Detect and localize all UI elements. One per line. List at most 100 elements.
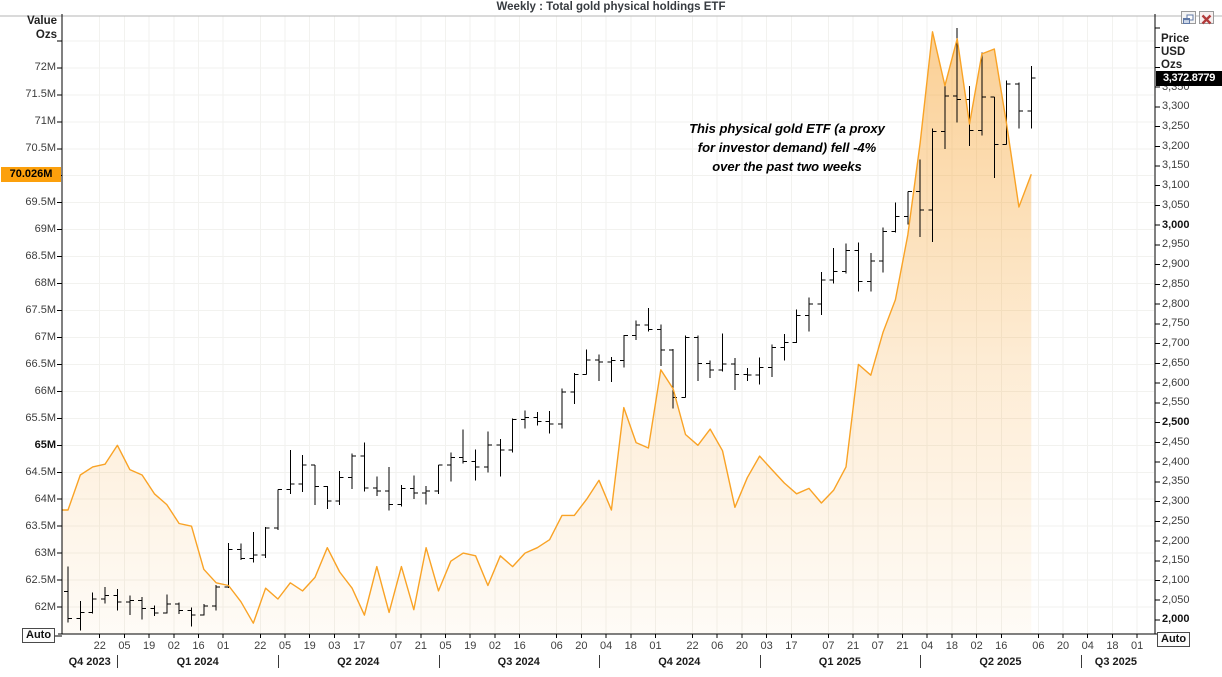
date-tick-label: 20 bbox=[1056, 640, 1070, 652]
left-axis-tick-label: 63.5M bbox=[25, 519, 56, 532]
date-tick-label: 16 bbox=[513, 640, 526, 652]
date-tick-label: 01 bbox=[649, 640, 662, 652]
left-axis-tick-label: 69.5M bbox=[25, 196, 56, 209]
date-tick-label: 16 bbox=[192, 640, 205, 652]
date-tick-label: 20 bbox=[575, 640, 588, 652]
right-axis-title-line2: USD bbox=[1161, 46, 1186, 58]
date-tick-label: 03 bbox=[328, 640, 341, 652]
date-tick-label: 19 bbox=[303, 640, 316, 652]
left-axis-tick-label: 65.5M bbox=[25, 411, 56, 424]
quarter-label: Q1 2025 bbox=[818, 656, 861, 668]
quarter-label: Q4 2024 bbox=[658, 656, 701, 668]
close-window-icon[interactable] bbox=[1199, 11, 1214, 25]
date-tick-label: 02 bbox=[970, 640, 983, 652]
date-tick-label: 18 bbox=[1106, 640, 1119, 652]
date-tick-label: 05 bbox=[278, 640, 292, 652]
quarter-label: Q2 2024 bbox=[337, 656, 380, 668]
left-axis-tick-label: 68M bbox=[34, 277, 56, 290]
left-axis-auto-button[interactable]: Auto bbox=[22, 628, 56, 643]
annotation-line3: over the past two weeks bbox=[712, 159, 862, 174]
left-axis-tick-label: 71.5M bbox=[25, 88, 56, 101]
quarter-label: Q2 2025 bbox=[979, 656, 1022, 668]
left-axis-tick-label: 64.5M bbox=[25, 465, 56, 478]
right-axis-tick-label: 2,500 bbox=[1162, 416, 1190, 429]
date-tick-label: 02 bbox=[488, 640, 502, 652]
right-axis-tick-label: 2,150 bbox=[1162, 554, 1190, 567]
quarter-label: Q3 2025 bbox=[1094, 656, 1137, 668]
date-tick-label: 21 bbox=[846, 640, 860, 652]
restore-window-icon[interactable] bbox=[1181, 11, 1196, 24]
holdings-line bbox=[62, 31, 1032, 624]
right-axis-tick-label: 2,450 bbox=[1162, 435, 1190, 448]
quarter-separator bbox=[117, 655, 118, 668]
date-tick-label: 05 bbox=[118, 640, 131, 652]
left-axis-tick-label: 64M bbox=[34, 492, 56, 505]
left-axis-title-line2: Ozs bbox=[35, 29, 57, 41]
quarter-label: Q4 2023 bbox=[68, 656, 111, 668]
right-axis-auto-button[interactable]: Auto bbox=[1157, 632, 1191, 647]
right-axis-tick-label: 2,950 bbox=[1162, 238, 1190, 251]
quarter-separator bbox=[278, 655, 279, 668]
date-tick-label: 20 bbox=[735, 640, 749, 652]
left-axis-tick-label: 67.5M bbox=[25, 304, 56, 317]
quarter-separator bbox=[599, 655, 600, 668]
right-axis-title-line1: Price bbox=[1161, 33, 1190, 45]
date-tick-label: 17 bbox=[785, 640, 798, 652]
price-current-value-tag: 3,372.8779 bbox=[1156, 70, 1222, 86]
chart-title: Weekly : Total gold physical holdings ET… bbox=[496, 1, 726, 13]
right-axis-title: Price USD Ozs bbox=[1161, 33, 1221, 72]
chart-annotation: This physical gold ETF (a proxy for inve… bbox=[647, 119, 927, 176]
right-axis-tick-label: 2,250 bbox=[1162, 514, 1190, 527]
right-axis-tick-label: 2,650 bbox=[1162, 356, 1190, 369]
right-axis-tick-label: 2,750 bbox=[1162, 317, 1190, 330]
left-axis-tick-label: 67M bbox=[34, 330, 56, 343]
right-axis-tick-label: 2,700 bbox=[1162, 337, 1190, 350]
right-axis-tick-label: 2,400 bbox=[1162, 455, 1190, 468]
right-axis-tick-label: 3,300 bbox=[1162, 100, 1190, 113]
date-tick-label: 04 bbox=[599, 640, 613, 652]
left-axis-tick-label: 63M bbox=[34, 546, 56, 559]
quarter-separator bbox=[920, 655, 921, 668]
date-tick-label: 07 bbox=[390, 640, 403, 652]
right-axis-tick-label: 2,100 bbox=[1162, 574, 1190, 586]
right-axis-tick-label: 2,000 bbox=[1162, 613, 1190, 626]
close-x-glyph bbox=[1201, 14, 1212, 25]
left-axis-title: Value Ozs bbox=[0, 14, 57, 42]
date-tick-label: 01 bbox=[1131, 640, 1144, 652]
right-axis-tick-label: 3,200 bbox=[1162, 139, 1190, 152]
right-axis-tick-label: 2,850 bbox=[1162, 277, 1190, 290]
date-tick-label: 06 bbox=[550, 640, 563, 652]
right-axis-title-line3: Ozs bbox=[1161, 59, 1183, 71]
date-tick-label: 22 bbox=[686, 640, 699, 652]
right-axis-tick-label: 3,150 bbox=[1162, 159, 1190, 172]
date-tick-label: 19 bbox=[464, 640, 477, 652]
holdings-area bbox=[62, 31, 1032, 635]
date-tick-label: 18 bbox=[624, 640, 637, 652]
right-axis-tick-label: 3,250 bbox=[1162, 120, 1190, 132]
right-axis-tick-label: 2,550 bbox=[1162, 396, 1190, 409]
right-axis-tick-label: 3,100 bbox=[1162, 179, 1190, 192]
date-tick-label: 07 bbox=[822, 640, 835, 652]
right-axis-tick-label: 2,300 bbox=[1162, 495, 1190, 508]
plot-borders bbox=[0, 14, 1222, 638]
right-axis-tick-label: 2,200 bbox=[1162, 534, 1190, 547]
date-tick-label: 21 bbox=[896, 640, 909, 652]
left-axis-tick-label: 70.5M bbox=[25, 142, 56, 155]
right-axis-tick-label: 3,000 bbox=[1162, 218, 1190, 231]
annotation-line1: This physical gold ETF (a proxy bbox=[689, 121, 885, 136]
left-axis-tick-label: 66M bbox=[34, 384, 56, 397]
date-tick-label: 04 bbox=[1081, 640, 1094, 652]
date-tick-label: 04 bbox=[921, 640, 934, 652]
right-axis-tick-label: 2,900 bbox=[1162, 258, 1190, 271]
left-axis-tick-label: 68.5M bbox=[25, 250, 56, 263]
date-tick-label: 07 bbox=[871, 640, 884, 652]
annotation-line2: for investor demand) fell -4% bbox=[697, 140, 877, 155]
right-axis-tick-label: 2,600 bbox=[1162, 376, 1190, 389]
date-tick-label: 01 bbox=[217, 640, 230, 652]
right-axis-tick-label: 2,350 bbox=[1162, 475, 1190, 488]
right-axis-tick-label: 2,050 bbox=[1162, 593, 1190, 606]
date-tick-label: 06 bbox=[711, 640, 724, 652]
quarter-label: Q3 2024 bbox=[497, 656, 540, 668]
